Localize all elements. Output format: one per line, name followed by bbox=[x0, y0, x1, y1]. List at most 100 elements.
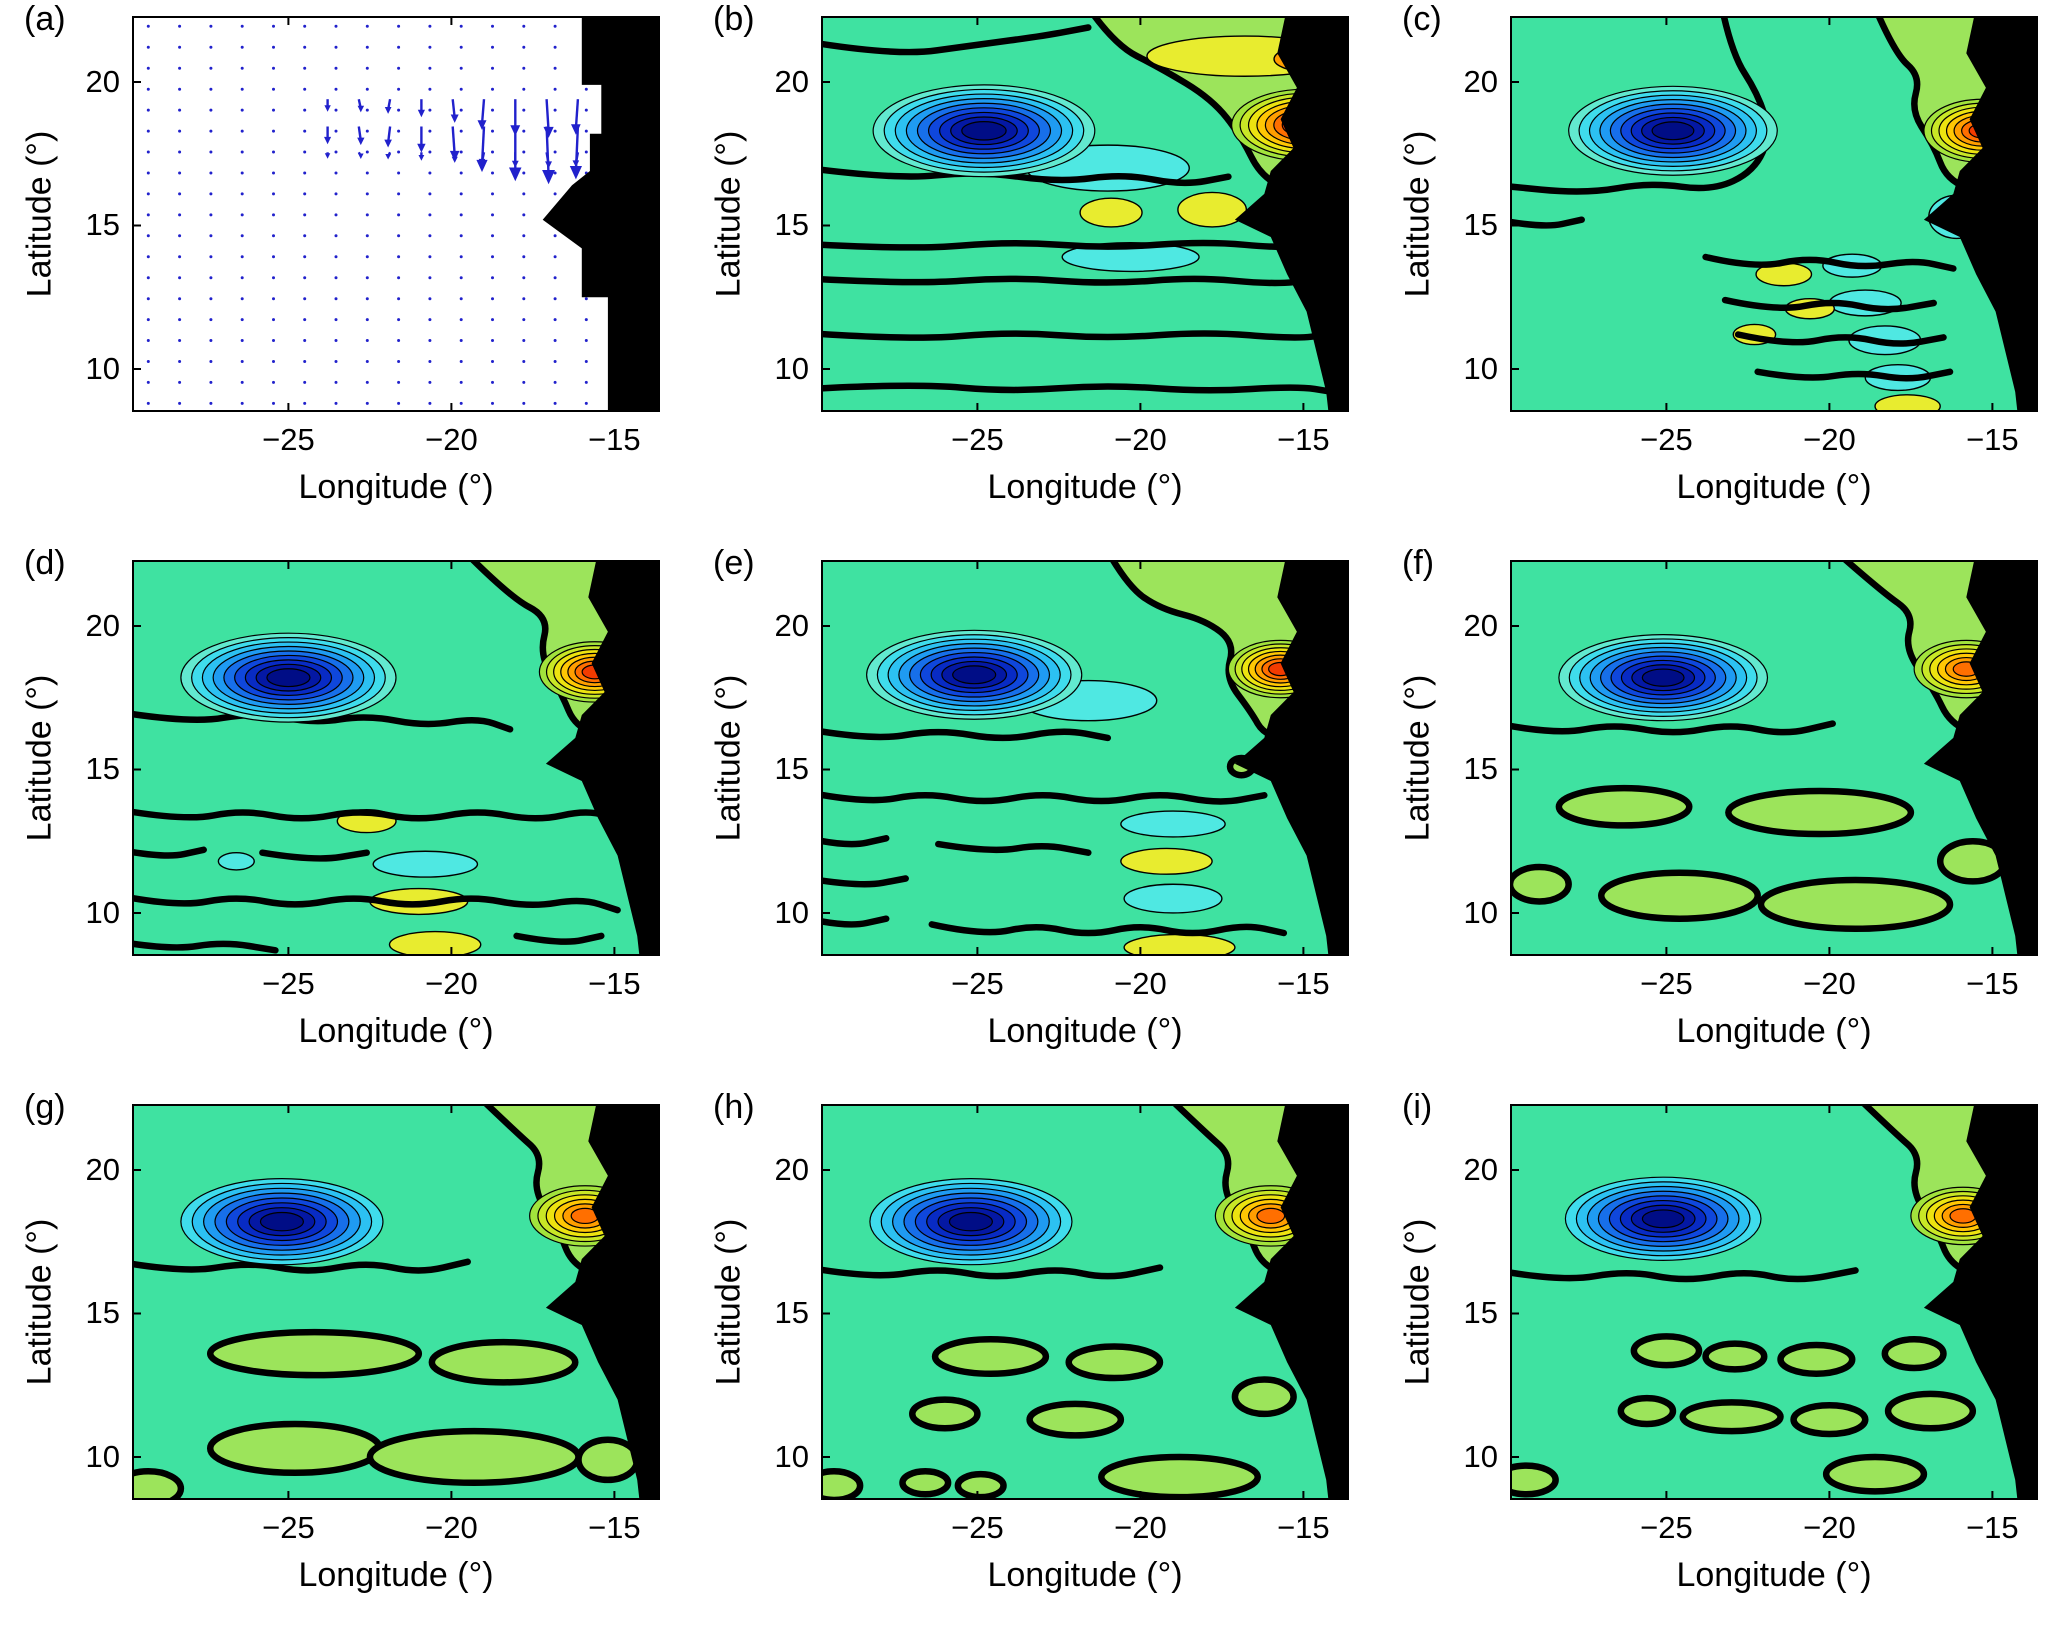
y-tick-label: 20 bbox=[774, 1152, 809, 1187]
x-axis-label: Longitude (°) bbox=[1676, 1012, 1872, 1050]
x-tick-label: −20 bbox=[1114, 966, 1167, 1001]
x-tick-label: −25 bbox=[1640, 1510, 1693, 1545]
plot-border bbox=[132, 16, 660, 412]
y-tick-label: 10 bbox=[85, 350, 120, 386]
x-tick-label: −15 bbox=[588, 422, 641, 457]
y-tick-label: 15 bbox=[85, 207, 120, 243]
zero-contour-lines bbox=[1510, 1267, 1859, 1283]
plot-border bbox=[821, 16, 1349, 412]
x-tick-label: −25 bbox=[262, 422, 315, 457]
panel-label: (a) bbox=[24, 0, 66, 38]
y-axis-label: Latitude (°) bbox=[20, 674, 59, 842]
x-tick-label: −20 bbox=[425, 422, 478, 457]
land-mask bbox=[545, 560, 660, 956]
y-axis-label: Latitude (°) bbox=[20, 130, 59, 298]
y-tick-label: 20 bbox=[1463, 608, 1498, 643]
y-tick-label: 10 bbox=[1463, 894, 1498, 930]
cold-core-contours bbox=[1568, 85, 1778, 176]
x-axis-label: Longitude (°) bbox=[298, 468, 494, 506]
land-mask bbox=[1923, 560, 2038, 956]
plot-border bbox=[1510, 1104, 2038, 1500]
quiver-dots bbox=[146, 24, 588, 405]
y-axis-label: Latitude (°) bbox=[1398, 130, 1437, 298]
plot-area-c bbox=[1510, 16, 2038, 412]
panel-a: (a) Latitude (°) Longitude (°) −25 −20 −15 10 1… bbox=[0, 0, 689, 544]
cold-core-contours bbox=[180, 1178, 384, 1266]
panel-label: (i) bbox=[1402, 1088, 1433, 1126]
zero-contour-lines bbox=[1510, 16, 1957, 382]
y-tick-label: 10 bbox=[774, 1438, 809, 1474]
x-axis-label: Longitude (°) bbox=[298, 1556, 494, 1594]
y-tick-label: 10 bbox=[774, 350, 809, 386]
cold-core-contours bbox=[869, 1178, 1073, 1266]
contour-blobs bbox=[1510, 1333, 1977, 1498]
plot-border bbox=[132, 1104, 660, 1500]
x-tick-label: −15 bbox=[588, 1510, 641, 1545]
plot-border bbox=[132, 560, 660, 956]
y-tick-label: 20 bbox=[1463, 64, 1498, 99]
y-tick-label: 20 bbox=[774, 608, 809, 643]
y-tick-label: 20 bbox=[85, 1152, 120, 1187]
quiver-arrows bbox=[324, 98, 582, 185]
land-mask bbox=[545, 1104, 660, 1500]
y-tick-label: 10 bbox=[1463, 1438, 1498, 1474]
zero-contour-lines bbox=[1510, 720, 1836, 736]
panel-b: (b) Latitude (°) Longitude (°) −25 −20 −15 10 1… bbox=[689, 0, 1378, 544]
y-tick-label: 15 bbox=[774, 207, 809, 243]
plot-area-a bbox=[132, 16, 660, 412]
panel-h: (h) Latitude (°) Longitude (°) −25 −20 −15 10 1… bbox=[689, 1088, 1378, 1632]
y-tick-label: 15 bbox=[774, 751, 809, 787]
contour-blobs bbox=[1510, 784, 2009, 932]
x-axis-label: Longitude (°) bbox=[1676, 468, 1872, 506]
x-tick-label: −15 bbox=[1966, 422, 2019, 457]
y-tick-label: 15 bbox=[1463, 751, 1498, 787]
plot-border bbox=[1510, 16, 2038, 412]
x-tick-label: −25 bbox=[951, 422, 1004, 457]
plot-area-f bbox=[1510, 560, 2038, 956]
land-mask bbox=[1923, 16, 2038, 412]
x-tick-label: −15 bbox=[1277, 422, 1330, 457]
y-tick-label: 10 bbox=[1463, 350, 1498, 386]
plot-area-d bbox=[132, 560, 660, 956]
plot-border bbox=[821, 1104, 1349, 1500]
x-tick-label: −20 bbox=[1803, 1510, 1856, 1545]
y-axis-label: Latitude (°) bbox=[20, 1218, 59, 1386]
zero-contour-lines bbox=[821, 1264, 1164, 1280]
panel-label: (d) bbox=[24, 544, 66, 582]
cold-core-contours bbox=[1558, 634, 1769, 722]
x-axis-label: Longitude (°) bbox=[298, 1012, 494, 1050]
y-axis-label: Latitude (°) bbox=[1398, 674, 1437, 842]
y-tick-label: 15 bbox=[85, 1295, 120, 1331]
panel-i: (i) Latitude (°) Longitude (°) −25 −20 −15 10 1… bbox=[1378, 1088, 2067, 1632]
panel-label: (g) bbox=[24, 1088, 66, 1126]
land-mask bbox=[1234, 16, 1349, 412]
y-axis-label: Latitude (°) bbox=[1398, 1218, 1437, 1386]
y-tick-label: 15 bbox=[774, 1295, 809, 1331]
x-tick-label: −25 bbox=[262, 966, 315, 1001]
plot-border bbox=[821, 560, 1349, 956]
x-axis-label: Longitude (°) bbox=[1676, 1556, 1872, 1594]
y-tick-label: 10 bbox=[85, 1438, 120, 1474]
x-tick-label: −25 bbox=[1640, 966, 1693, 1001]
x-tick-label: −20 bbox=[1114, 422, 1167, 457]
x-axis-label: Longitude (°) bbox=[987, 468, 1183, 506]
land-mask bbox=[1234, 1104, 1349, 1500]
panel-d: (d) Latitude (°) Longitude (°) −25 −20 −15 10 1… bbox=[0, 544, 689, 1088]
x-tick-label: −20 bbox=[425, 966, 478, 1001]
x-tick-label: −15 bbox=[1277, 1510, 1330, 1545]
x-tick-label: −25 bbox=[951, 966, 1004, 1001]
land-mask bbox=[1234, 560, 1349, 956]
panel-label: (b) bbox=[713, 0, 755, 38]
zero-contour-lines bbox=[821, 728, 1288, 937]
plot-area-g bbox=[132, 1104, 660, 1500]
plot-area-h bbox=[821, 1104, 1349, 1500]
contour-blobs bbox=[821, 1336, 1297, 1500]
cold-core-contours bbox=[866, 629, 1083, 720]
plot-area-b bbox=[821, 16, 1349, 412]
cold-core-contours bbox=[1564, 1176, 1762, 1261]
x-tick-label: −20 bbox=[425, 1510, 478, 1545]
y-tick-label: 15 bbox=[1463, 207, 1498, 243]
x-tick-label: −15 bbox=[1277, 966, 1330, 1001]
x-tick-label: −25 bbox=[1640, 422, 1693, 457]
